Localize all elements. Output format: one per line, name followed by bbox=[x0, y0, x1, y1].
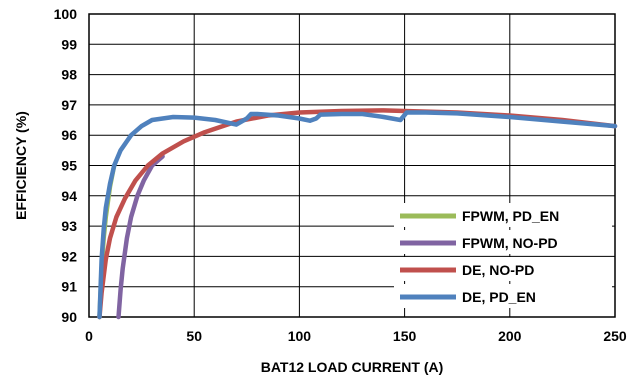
series-line-de-pd-en bbox=[97, 110, 618, 320]
y-tick-label: 96 bbox=[61, 127, 77, 143]
y-tick-label: 95 bbox=[61, 158, 77, 174]
y-tick-label: 91 bbox=[61, 279, 77, 295]
x-axis-ticks: 0 50 100 150 200 250 bbox=[85, 328, 627, 344]
plot-area-frame bbox=[88, 13, 616, 318]
y-tick-label: 94 bbox=[61, 188, 77, 204]
y-tick-label: 100 bbox=[54, 6, 78, 22]
y-tick-label: 93 bbox=[61, 218, 77, 234]
legend-label: DE, PD_EN bbox=[462, 289, 536, 305]
y-tick-label: 99 bbox=[61, 36, 77, 52]
legend-label: FPWM, PD_EN bbox=[462, 208, 559, 224]
series-line-fpwm-no-pd bbox=[116, 154, 165, 320]
y-tick-label: 97 bbox=[61, 97, 77, 113]
legend: FPWM, PD_EN FPWM, NO-PD DE, NO-PD DE, PD_EN bbox=[394, 203, 612, 308]
x-axis-title: BAT12 LOAD CURRENT (A) bbox=[261, 359, 444, 375]
legend-label: DE, NO-PD bbox=[462, 262, 534, 278]
y-axis-ticks: 90 91 92 93 94 95 96 97 98 99 100 bbox=[54, 6, 78, 325]
x-tick-label: 200 bbox=[498, 328, 522, 344]
chart-series bbox=[97, 108, 618, 320]
y-axis-title: EFFICIENCY (%) bbox=[13, 111, 29, 220]
x-tick-label: 50 bbox=[186, 328, 202, 344]
x-tick-label: 250 bbox=[603, 328, 627, 344]
legend-label: FPWM, NO-PD bbox=[462, 235, 558, 251]
y-tick-label: 98 bbox=[61, 67, 77, 83]
x-tick-label: 150 bbox=[393, 328, 417, 344]
y-tick-label: 92 bbox=[61, 248, 77, 264]
x-tick-label: 100 bbox=[288, 328, 312, 344]
x-tick-label: 0 bbox=[85, 328, 93, 344]
y-tick-label: 90 bbox=[61, 309, 77, 325]
